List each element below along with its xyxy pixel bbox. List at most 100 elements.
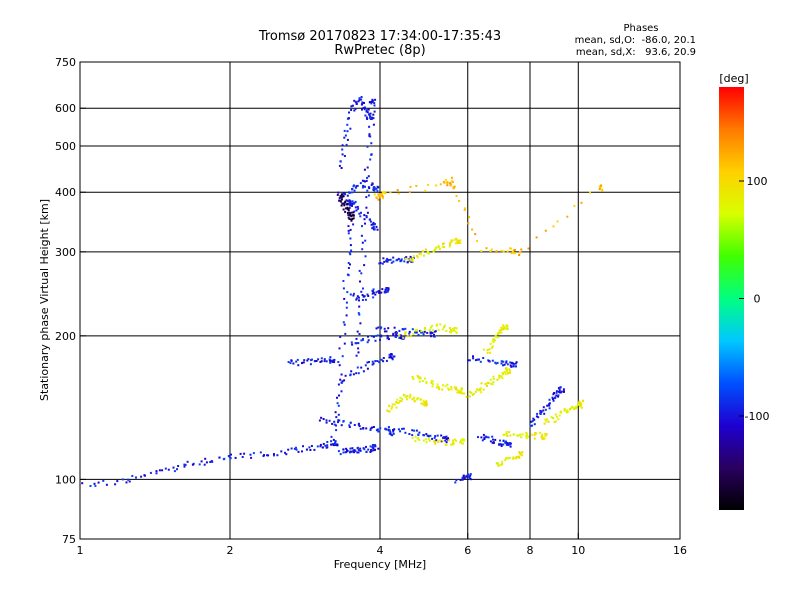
data-point [571, 405, 574, 408]
data-point [365, 110, 368, 113]
data-point [311, 358, 313, 361]
data-point [335, 429, 338, 432]
data-point [378, 430, 381, 433]
data-point [302, 361, 305, 364]
data-point [552, 393, 555, 396]
data-point [390, 356, 392, 359]
data-point [476, 358, 479, 361]
data-point [342, 280, 345, 282]
data-point [406, 398, 408, 401]
data-point [340, 424, 343, 427]
data-point [379, 427, 382, 430]
data-point [505, 457, 508, 460]
data-point [502, 364, 504, 367]
data-point [575, 406, 578, 409]
data-point [406, 261, 409, 264]
data-point [562, 388, 565, 391]
data-point [448, 331, 451, 333]
data-point [416, 374, 419, 377]
data-point [397, 401, 400, 404]
data-point [372, 117, 375, 120]
data-point [502, 250, 505, 253]
data-point [369, 427, 372, 430]
data-point [184, 463, 187, 466]
data-point [454, 481, 457, 484]
data-point [502, 324, 505, 327]
data-point [358, 269, 361, 272]
data-point [417, 333, 420, 336]
data-point [143, 474, 146, 477]
data-point [350, 202, 353, 205]
data-point [411, 376, 414, 378]
data-point [386, 287, 389, 290]
data-point [460, 392, 463, 395]
data-point [492, 375, 495, 378]
data-point [350, 370, 353, 373]
data-point [529, 425, 532, 427]
data-point [450, 388, 453, 391]
data-point [408, 332, 411, 335]
data-point [267, 454, 270, 457]
data-point [540, 410, 543, 413]
data-point [349, 293, 352, 296]
data-point [448, 327, 451, 329]
data-point [378, 361, 381, 364]
data-point [392, 432, 395, 435]
data-point [229, 457, 232, 460]
data-point [320, 360, 323, 363]
data-point [338, 394, 340, 397]
colorbar-tick-label: 0 [754, 293, 761, 306]
data-point [346, 449, 349, 452]
data-point [399, 430, 402, 433]
data-point [341, 153, 344, 156]
data-point [379, 262, 382, 265]
data-point [340, 390, 343, 393]
data-point [338, 347, 341, 350]
data-point [367, 108, 370, 111]
data-point [462, 474, 465, 477]
data-point [330, 435, 333, 438]
data-point [387, 336, 390, 339]
data-point [346, 206, 349, 209]
data-point [404, 257, 407, 260]
data-point [521, 433, 524, 436]
data-point [494, 361, 497, 364]
data-point [389, 433, 392, 436]
data-point [376, 334, 379, 337]
data-point [387, 288, 390, 291]
data-point [345, 314, 348, 317]
data-point [385, 291, 387, 294]
data-point [530, 420, 533, 423]
data-point [389, 191, 392, 194]
data-point [183, 465, 186, 468]
data-point [116, 480, 119, 483]
data-point [372, 227, 375, 230]
data-point [319, 445, 322, 448]
data-point [499, 439, 501, 442]
data-point [368, 361, 370, 363]
data-point [352, 211, 355, 214]
data-point [382, 357, 385, 359]
data-point [420, 330, 423, 333]
data-point [408, 191, 411, 194]
data-point [397, 428, 400, 431]
data-point [349, 447, 352, 450]
data-point [428, 437, 430, 440]
data-point [372, 99, 374, 102]
data-point [354, 186, 357, 189]
data-point [434, 442, 437, 445]
data-point [318, 419, 321, 422]
data-point [308, 446, 311, 449]
data-point [513, 249, 516, 251]
x-tick-label: 6 [464, 544, 471, 557]
data-point [398, 329, 401, 332]
data-point [416, 437, 419, 440]
data-point [439, 439, 442, 442]
data-point [467, 222, 470, 225]
data-point [340, 195, 343, 198]
data-point [372, 445, 375, 448]
data-point [361, 299, 364, 301]
data-point [379, 338, 381, 341]
data-point [383, 327, 386, 330]
data-point [453, 185, 456, 188]
